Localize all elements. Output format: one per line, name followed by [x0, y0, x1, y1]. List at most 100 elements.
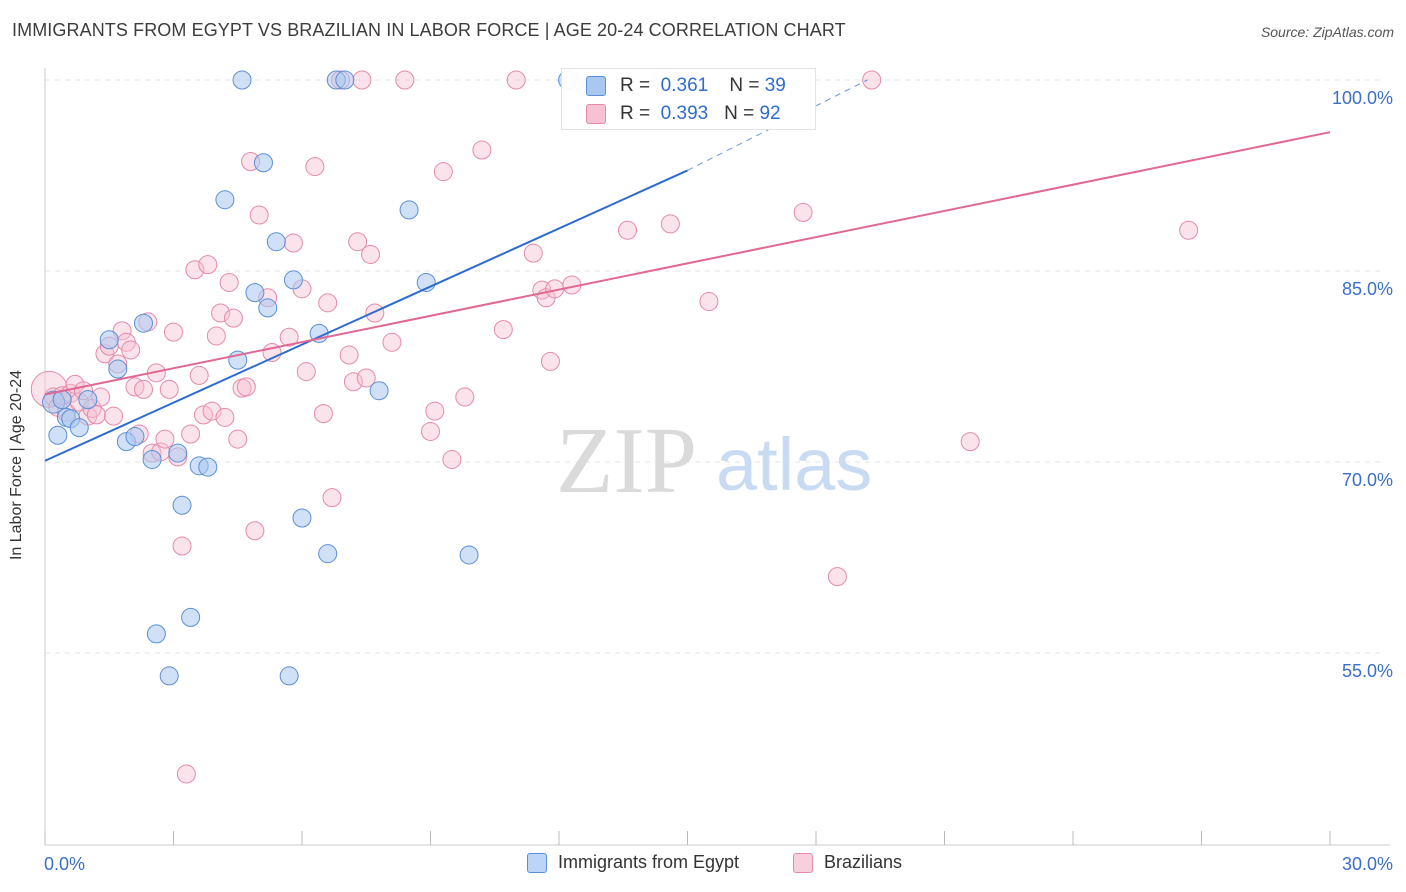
point-brazil	[618, 220, 638, 240]
point-brazil	[827, 567, 847, 587]
x-tick-label-max: 30.0%	[1342, 854, 1393, 874]
point-egypt	[292, 508, 312, 528]
point-egypt	[335, 70, 355, 90]
point-brazil	[960, 432, 980, 452]
point-brazil	[245, 521, 265, 541]
point-brazil	[296, 362, 316, 382]
n-value-egypt: 39	[764, 75, 786, 96]
watermark-atlas: atlas	[716, 423, 872, 506]
n-value-brazil: 92	[759, 103, 781, 124]
stats-swatch-egypt	[586, 76, 606, 96]
point-brazil	[352, 70, 372, 90]
watermark: ZIP atlas	[556, 409, 872, 513]
point-brazil	[249, 205, 269, 225]
point-egypt	[283, 270, 303, 290]
point-brazil	[382, 332, 402, 352]
point-brazil	[211, 303, 231, 323]
point-egypt	[134, 313, 154, 333]
point-brazil	[425, 401, 445, 421]
legend-label-egypt: Immigrants from Egypt	[558, 852, 740, 872]
point-egypt	[168, 443, 188, 463]
y-tick-label-2: 85.0%	[1342, 279, 1393, 299]
stats-swatch-brazil	[586, 104, 606, 124]
trendlines	[44, 79, 1331, 462]
point-brazil	[506, 70, 526, 90]
point-brazil	[223, 308, 243, 328]
point-egypt	[369, 381, 389, 401]
point-egypt	[232, 70, 252, 90]
stats-row-brazil: R = 0.393 N = 92	[586, 100, 781, 128]
n-label: N =	[724, 103, 755, 124]
point-egypt	[125, 427, 145, 447]
point-brazil	[348, 232, 368, 252]
point-brazil	[862, 70, 882, 90]
legend-item-egypt[interactable]: Immigrants from Egypt	[527, 852, 739, 873]
point-brazil	[219, 272, 239, 292]
point-brazil	[540, 351, 560, 371]
point-egypt	[266, 232, 286, 252]
grid-lines	[45, 79, 1380, 654]
point-egypt	[459, 545, 479, 565]
point-egypt	[159, 666, 179, 686]
point-brazil	[343, 372, 363, 392]
n-label: N =	[729, 75, 760, 96]
point-brazil	[206, 326, 226, 346]
legend-swatch-brazil	[793, 852, 813, 873]
point-brazil	[313, 404, 333, 424]
point-brazil	[104, 406, 124, 426]
stats-row-egypt: R = 0.361 N = 39	[586, 72, 786, 100]
point-egypt	[215, 190, 235, 210]
point-brazil	[421, 421, 440, 441]
point-brazil	[164, 322, 183, 342]
point-brazil	[215, 407, 235, 427]
point-egypt	[142, 449, 162, 469]
point-egypt	[48, 425, 68, 445]
point-brazil	[172, 536, 192, 556]
legend-swatch-egypt	[527, 852, 547, 873]
point-brazil	[365, 303, 385, 323]
point-brazil	[395, 70, 415, 90]
point-brazil	[228, 429, 248, 449]
tick-labels: 55.0% 70.0% 85.0% 100.0% 0.0% 30.0%	[44, 88, 1393, 874]
point-brazil	[305, 157, 325, 177]
point-brazil	[433, 162, 453, 182]
point-brazil	[442, 449, 462, 469]
point-egypt	[69, 418, 89, 438]
point-brazil	[189, 365, 209, 385]
r-label: R =	[620, 75, 651, 96]
y-tick-label-0: 55.0%	[1342, 661, 1393, 681]
y-tick-label-3: 100.0%	[1332, 88, 1393, 108]
point-brazil	[699, 292, 719, 312]
point-brazil	[121, 340, 141, 360]
point-brazil	[322, 488, 342, 508]
x-tick-label-min: 0.0%	[44, 854, 85, 874]
trendline-brazil	[44, 131, 1331, 396]
point-brazil	[181, 424, 201, 444]
point-egypt	[253, 153, 273, 173]
point-brazil	[1179, 220, 1199, 240]
point-brazil	[523, 243, 543, 263]
point-brazil	[198, 255, 218, 275]
point-brazil	[236, 377, 256, 397]
point-egypt	[108, 359, 128, 379]
point-egypt	[198, 457, 218, 477]
point-egypt	[279, 666, 299, 686]
point-egypt	[318, 544, 338, 564]
point-brazil	[318, 293, 338, 313]
legend-item-brazil[interactable]: Brazilians	[793, 852, 902, 873]
point-egypt	[146, 624, 166, 644]
point-brazil	[134, 379, 154, 399]
chart-title: IMMIGRANTS FROM EGYPT VS BRAZILIAN IN LA…	[12, 20, 846, 40]
r-value-egypt: 0.361	[660, 75, 709, 96]
point-brazil	[86, 405, 106, 425]
point-brazil	[493, 320, 513, 340]
axes	[44, 68, 1390, 846]
point-brazil	[155, 429, 175, 449]
legend: Immigrants from Egypt Brazilians	[0, 852, 1406, 876]
r-value-brazil: 0.393	[660, 103, 709, 124]
point-brazil	[660, 214, 680, 234]
point-brazil	[283, 233, 303, 253]
trendline-egypt	[44, 169, 688, 462]
point-egypt	[245, 283, 265, 303]
